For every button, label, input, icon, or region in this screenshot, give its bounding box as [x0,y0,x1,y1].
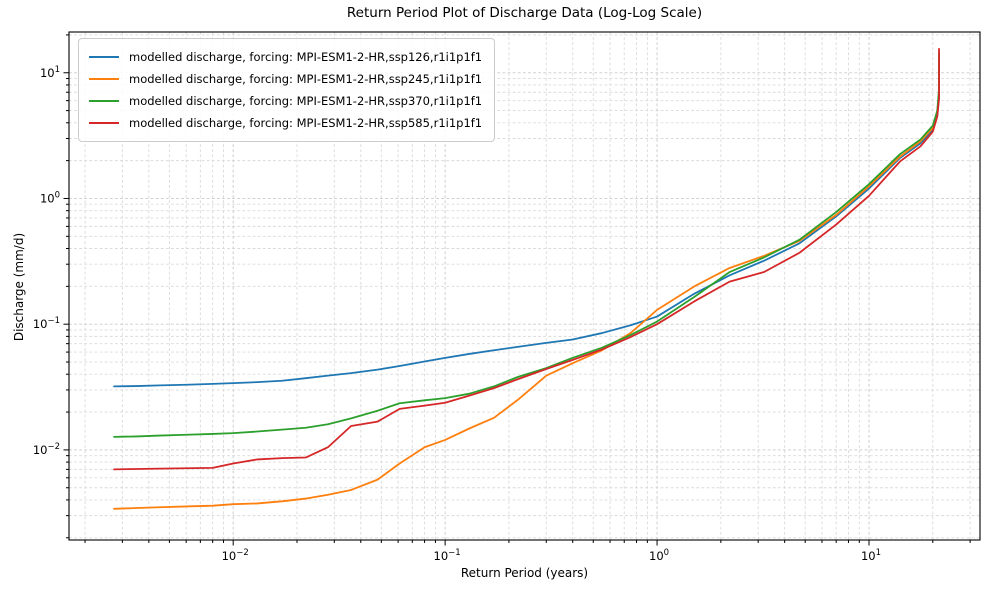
legend-item: modelled discharge, forcing: MPI-ESM1-2-… [89,68,482,90]
y-axis-label: Discharge (mm/d) [12,232,26,342]
legend: modelled discharge, forcing: MPI-ESM1-2-… [78,38,496,142]
legend-label: modelled discharge, forcing: MPI-ESM1-2-… [129,50,483,64]
x-tick-label: 100 [649,548,669,563]
x-tick-label: 10−1 [434,548,461,563]
legend-line-sample-ssp585 [89,122,119,124]
x-tick-label: 10−2 [222,548,249,563]
legend-label: modelled discharge, forcing: MPI-ESM1-2-… [129,94,483,108]
x-tick-label: 101 [861,548,881,563]
chart-title: Return Period Plot of Discharge Data (Lo… [346,5,703,21]
legend-item: modelled discharge, forcing: MPI-ESM1-2-… [89,112,482,134]
x-axis-label: Return Period (years) [460,566,589,580]
series-line-3 [113,47,940,471]
legend-label: modelled discharge, forcing: MPI-ESM1-2-… [129,116,483,130]
legend-line-sample-ssp126 [89,56,119,58]
y-tick-label: 10−2 [33,442,60,457]
legend-item: modelled discharge, forcing: MPI-ESM1-2-… [89,46,482,68]
series-line-1 [113,57,940,510]
y-tick-label: 10−1 [33,316,60,331]
y-tick-label: 100 [40,190,60,205]
ticks [63,34,971,546]
series-line-0 [113,59,940,388]
legend-label: modelled discharge, forcing: MPI-ESM1-2-… [129,72,483,86]
legend-item: modelled discharge, forcing: MPI-ESM1-2-… [89,90,482,112]
grid-minor [69,32,980,540]
legend-line-sample-ssp370 [89,100,119,102]
grid-major [69,32,980,540]
y-tick-label: 101 [40,65,60,80]
legend-line-sample-ssp245 [89,78,119,80]
series-line-2 [113,51,940,438]
